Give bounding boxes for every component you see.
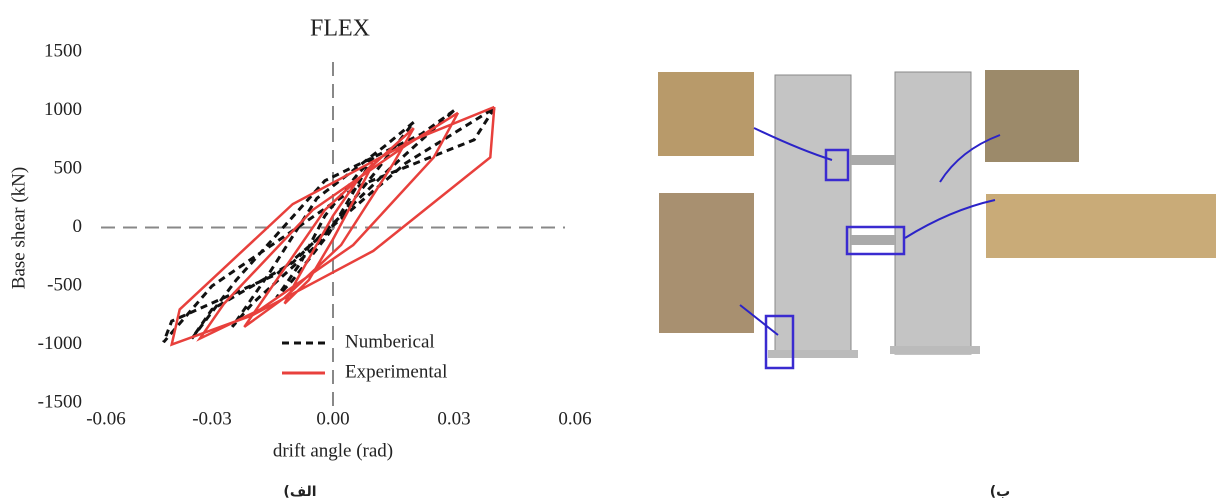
- series-line: [169, 105, 496, 347]
- highlight: [845, 225, 906, 256]
- x-tick-label: 0.03: [437, 408, 470, 429]
- caption: الف): [283, 484, 316, 500]
- y-tick-label: -1500: [38, 391, 82, 412]
- x-axis-label: drift angle (rad): [273, 440, 393, 461]
- x-tick-label: 0.00: [316, 408, 349, 429]
- x-tick-label: 0.06: [558, 408, 591, 429]
- photo: [659, 193, 754, 333]
- specimen-diagram: [658, 70, 1216, 370]
- plot: -0.06 -0.03 0.00 0.03 0.06 1500 1000 500 0 -500 -1…: [38, 40, 592, 429]
- chart-title: FLEX: [310, 16, 370, 42]
- y-tick-label: 500: [54, 157, 83, 178]
- arrow: [739, 127, 1001, 336]
- legend-label: Experimental: [345, 361, 447, 382]
- beam: [851, 155, 895, 165]
- photo: [985, 70, 1079, 162]
- x-tick-label: -0.03: [192, 408, 232, 429]
- base: [890, 346, 980, 354]
- highlight: [824, 148, 850, 182]
- y-tick-label: 1000: [44, 99, 82, 120]
- y-tick-label: 1500: [44, 40, 82, 61]
- x-tick-label: -0.06: [86, 408, 126, 429]
- highlight: [764, 314, 795, 370]
- y-axis-label: Base shear (kN): [8, 167, 29, 289]
- legend-label: Numberical: [345, 331, 435, 352]
- base: [768, 350, 858, 358]
- caption: ب): [990, 484, 1010, 500]
- y-tick-label: -500: [47, 274, 82, 295]
- wall: [774, 74, 852, 356]
- y-tick-label: 0: [73, 216, 83, 237]
- wall: [894, 71, 972, 355]
- beam: [851, 235, 895, 245]
- photo: [986, 194, 1216, 258]
- y-tick-label: -1000: [38, 333, 82, 354]
- photo: [658, 72, 754, 156]
